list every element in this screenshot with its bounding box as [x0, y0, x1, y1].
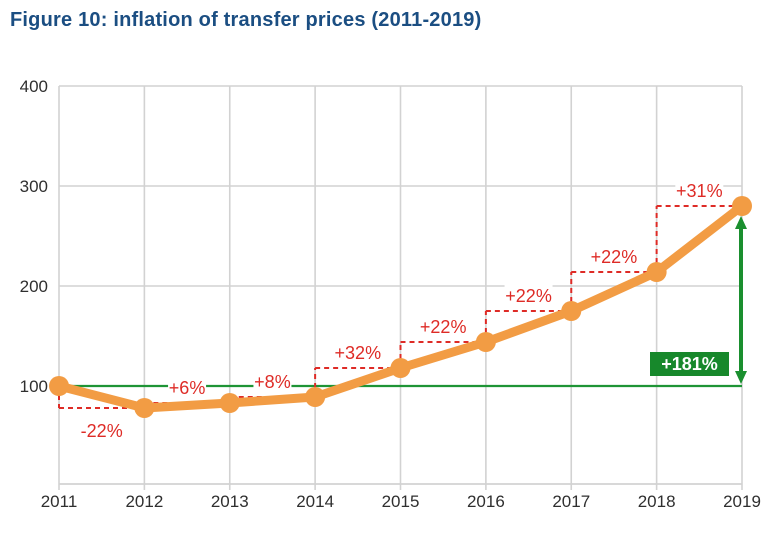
x-tick-label: 2017 [552, 492, 590, 511]
yoy-label-bg [333, 342, 382, 363]
y-tick-label: 300 [20, 177, 48, 196]
yoy-label-bg [675, 180, 724, 201]
x-tick-label: 2013 [211, 492, 249, 511]
y-tick-label: 200 [20, 277, 48, 296]
data-point [219, 393, 240, 413]
x-tick-label: 2015 [382, 492, 420, 511]
yoy-change-label: +22% [505, 286, 552, 306]
x-tick-label: 2014 [296, 492, 334, 511]
yoy-change-label: +6% [169, 378, 206, 398]
y-tick-label: 100 [20, 377, 48, 396]
total-change-label: +181% [661, 354, 718, 374]
x-tick-label: 2012 [125, 492, 163, 511]
data-point [732, 196, 752, 216]
total-arrow-head-down [735, 371, 747, 384]
data-point [49, 376, 69, 396]
yoy-change-label: +8% [254, 372, 291, 392]
yoy-change-label: -22% [81, 421, 123, 441]
yoy-label-bg [168, 377, 207, 398]
yoy-change-label: +32% [335, 343, 382, 363]
x-tick-label: 2011 [41, 492, 78, 511]
data-point [134, 398, 155, 418]
yoy-change-label: +22% [591, 247, 638, 267]
data-point [561, 301, 582, 321]
yoy-change-label: +31% [676, 181, 723, 201]
yoy-label-bg [419, 316, 468, 337]
data-point [475, 332, 496, 352]
x-tick-label: 2019 [723, 492, 761, 511]
yoy-label-bg [253, 371, 292, 392]
data-point [390, 358, 411, 378]
data-point [305, 387, 326, 407]
yoy-label-bg [77, 420, 126, 441]
total-change-badge [650, 352, 729, 376]
page-title: Figure 10: inflation of transfer prices … [10, 9, 482, 31]
yoy-change-label: +22% [420, 317, 467, 337]
data-point [646, 262, 667, 282]
yoy-label-bg [504, 285, 553, 306]
x-tick-label: 2016 [467, 492, 505, 511]
x-tick-label: 2018 [638, 492, 676, 511]
yoy-label-bg [589, 246, 638, 267]
y-tick-label: 400 [20, 77, 48, 96]
total-arrow-head-up [735, 216, 747, 229]
